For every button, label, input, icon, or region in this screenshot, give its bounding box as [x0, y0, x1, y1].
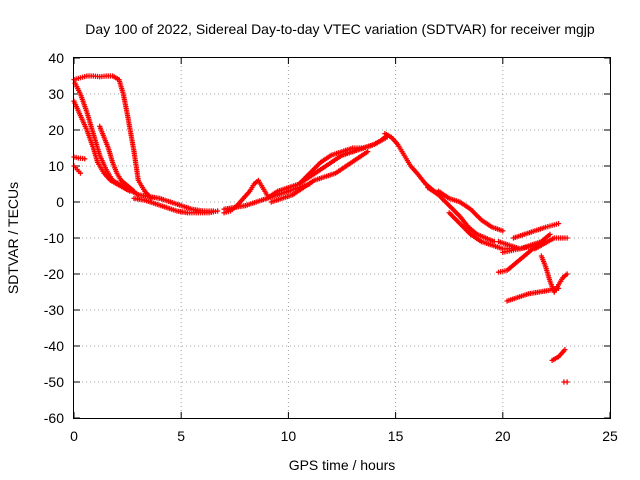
series-arc-y: [504, 285, 562, 304]
y-tick-label: 10: [48, 158, 64, 174]
y-tick-label: 0: [56, 194, 64, 210]
series-arc-aa: [549, 347, 568, 363]
data-point: [131, 188, 137, 194]
data-points: [71, 73, 570, 385]
series-arc-n: [339, 134, 390, 158]
series-arc-a: [71, 73, 154, 201]
series-arc-o: [382, 131, 446, 198]
data-point: [538, 242, 544, 248]
grid: [74, 58, 610, 418]
x-tick-label: 25: [602, 428, 618, 444]
data-point: [564, 379, 570, 385]
data-point: [365, 149, 371, 155]
series-arc-h: [131, 195, 221, 216]
series-arc-d: [97, 123, 137, 194]
data-point: [547, 231, 553, 237]
y-tick-label: -60: [44, 410, 64, 426]
series-arc-m: [296, 145, 367, 187]
series-arc-l: [268, 149, 371, 205]
series-arc-z: [551, 271, 570, 295]
data-point: [564, 271, 570, 277]
chart-title: Day 100 of 2022, Sidereal Day-to-day VTE…: [85, 21, 595, 37]
plot-frame: [73, 57, 611, 419]
series-arc-q: [435, 188, 506, 234]
y-tick-label: 40: [48, 50, 64, 66]
y-tick-label: 20: [48, 122, 64, 138]
data-point: [215, 208, 221, 214]
y-tick-label: 30: [48, 86, 64, 102]
series-arc-i: [221, 177, 270, 216]
y-tick-label: -40: [44, 338, 64, 354]
x-tick-label: 10: [281, 428, 297, 444]
data-point: [77, 170, 84, 176]
x-tick-label: 20: [495, 428, 511, 444]
y-tick-label: -30: [44, 302, 64, 318]
data-point: [500, 228, 506, 234]
x-tick-label: 0: [70, 428, 78, 444]
x-axis-label: GPS time / hours: [289, 457, 396, 473]
x-tick-label: 5: [177, 428, 185, 444]
series-arc-w: [495, 242, 544, 275]
series-arc-t: [510, 221, 562, 241]
series-arc-p: [425, 185, 497, 245]
series-arc-x: [538, 253, 557, 295]
series-arc-ab: [561, 379, 570, 385]
y-tick-label: -50: [44, 374, 64, 390]
series-arc-c: [71, 98, 133, 194]
series-arc-r: [446, 210, 514, 252]
data-point: [555, 221, 562, 227]
y-tick-label: -20: [44, 266, 64, 282]
series-arc-e: [71, 154, 88, 162]
data-point: [82, 156, 88, 162]
y-axis-label: SDTVAR / TECUs: [5, 182, 21, 294]
x-tick-label: 15: [388, 428, 404, 444]
y-tick-label: -10: [44, 230, 64, 246]
series-arc-u: [500, 239, 549, 255]
data-point: [562, 347, 568, 353]
data-point: [564, 235, 570, 241]
